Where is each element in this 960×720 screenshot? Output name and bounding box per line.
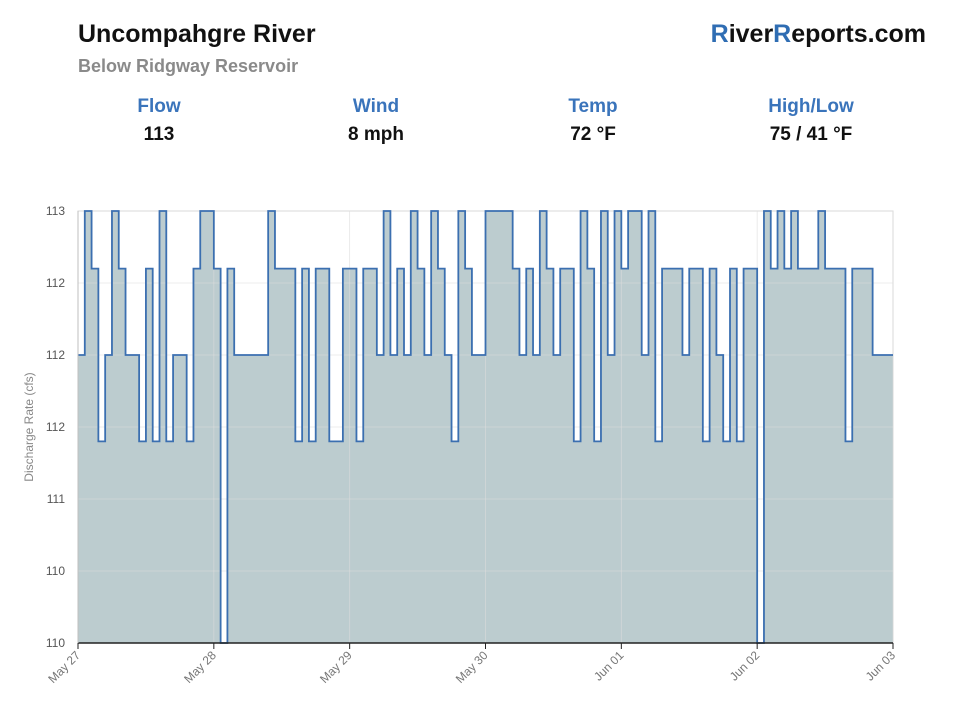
discharge-series-line bbox=[78, 210, 893, 644]
y-tick-label: 112 bbox=[46, 348, 65, 362]
x-tick-label: Jun 02 bbox=[727, 648, 763, 684]
stat-flow: Flow 113 bbox=[59, 96, 259, 146]
stat-label: Flow bbox=[137, 96, 181, 117]
brand-initial-r: R bbox=[710, 20, 729, 48]
stat-wind: Wind 8 mph bbox=[276, 96, 476, 146]
brand-initial-r2: R bbox=[773, 20, 792, 48]
stat-value: 8 mph bbox=[348, 124, 404, 145]
stat-label: Temp bbox=[568, 96, 618, 117]
brand-part: iver bbox=[728, 20, 774, 48]
y-tick-label: 110 bbox=[46, 636, 65, 650]
stat-value: 75 / 41 °F bbox=[769, 124, 853, 145]
x-tick-label: May 27 bbox=[45, 648, 83, 686]
y-axis-label: Discharge Rate (cfs) bbox=[22, 372, 36, 481]
stat-high-low: High/Low 75 / 41 °F bbox=[711, 96, 911, 146]
stat-label: Wind bbox=[352, 96, 400, 117]
x-tick-label: May 28 bbox=[181, 648, 219, 686]
x-tick-label: May 30 bbox=[453, 648, 491, 686]
y-tick-label: 113 bbox=[46, 204, 65, 218]
y-tick-label: 111 bbox=[47, 492, 66, 506]
stat-value: 72 °F bbox=[570, 124, 616, 145]
y-tick-label: 110 bbox=[46, 564, 65, 578]
page-title: Uncompahgre River bbox=[78, 20, 316, 48]
x-tick-label: Jun 03 bbox=[863, 648, 899, 684]
y-tick-label: 112 bbox=[46, 276, 65, 290]
stat-temp: Temp 72 °F bbox=[493, 96, 693, 146]
brand-part-2: eports.com bbox=[791, 20, 926, 48]
x-tick-label: May 29 bbox=[317, 648, 355, 686]
x-tick-label: Jun 01 bbox=[591, 648, 627, 684]
page-subtitle: Below Ridgway Reservoir bbox=[78, 56, 299, 76]
stat-label: High/Low bbox=[768, 96, 854, 117]
stat-value: 113 bbox=[143, 124, 175, 145]
y-tick-label: 112 bbox=[46, 420, 65, 434]
brand-logo[interactable]: RiverReports.com bbox=[711, 20, 926, 49]
